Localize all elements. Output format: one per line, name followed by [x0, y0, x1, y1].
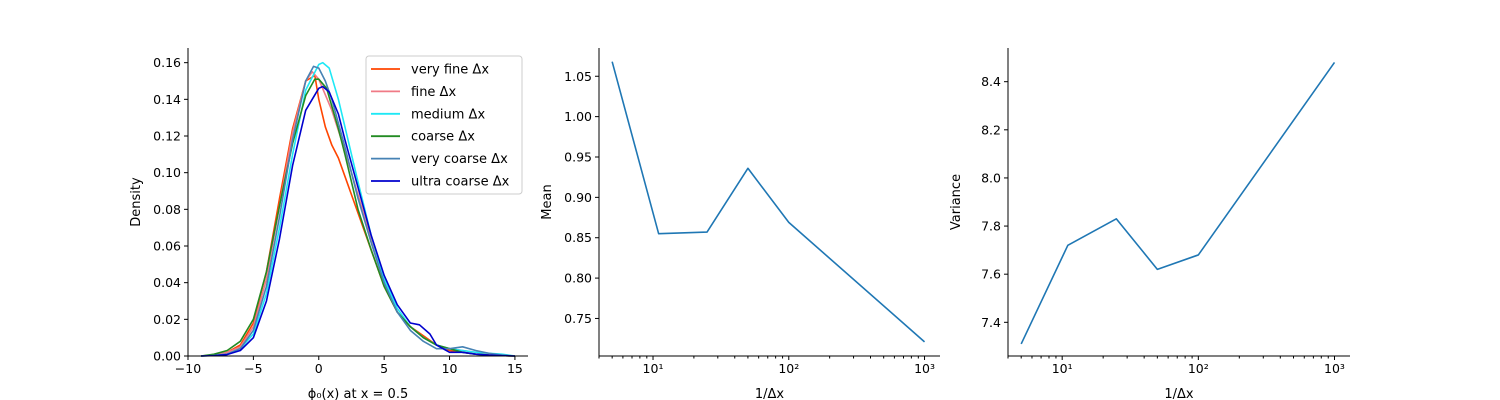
- legend-box: [365, 55, 523, 195]
- y-tick-label: 7.4: [981, 315, 1001, 330]
- density-panel: 0.00 0.02 0.04 0.06 0.08 0.10 0.12 0.14 0.16 −10 −…: [129, 48, 528, 400]
- series-line-0-4: [201, 65, 515, 357]
- legend-entry: very fine Δx: [411, 63, 489, 78]
- y-tick-label: 0.10: [153, 165, 181, 180]
- y-tick-label: 0.85: [564, 230, 592, 245]
- x-tick-label: 10³: [914, 361, 935, 376]
- y-tick-label: 0.90: [564, 190, 592, 205]
- y-tick-label: 0.80: [564, 271, 592, 286]
- y-tick-label: 8.2: [981, 122, 1001, 137]
- x-tick-label: 5: [380, 361, 388, 376]
- y-axis-label: Mean: [540, 184, 555, 219]
- x-tick-label: 10³: [1324, 361, 1345, 376]
- y-tick-label: 8.0: [981, 170, 1001, 185]
- y-tick-label: 0.12: [153, 129, 181, 144]
- legend-entry: ultra coarse Δx: [411, 175, 510, 190]
- y-tick-label: 0.04: [153, 275, 181, 290]
- y-tick-label: 0.08: [153, 202, 181, 217]
- legend-entry: coarse Δx: [411, 130, 475, 145]
- x-tick-label: 10¹: [1052, 361, 1073, 376]
- series-line-1-0: [611, 61, 926, 343]
- y-tick-label: 0.75: [564, 311, 592, 326]
- x-axis-label: 1/Δx: [1164, 387, 1194, 400]
- x-axis-label: ϕ₀(x) at x = 0.5: [308, 387, 408, 400]
- y-tick-label: 0.16: [153, 55, 181, 70]
- series-line-0-3: [200, 78, 515, 357]
- y-tick-label: 0.06: [153, 239, 181, 254]
- x-axis-label: 1/Δx: [755, 387, 785, 400]
- y-tick-label: 0.00: [153, 349, 181, 364]
- x-tick-label: 10: [442, 361, 458, 376]
- x-tick-label: 10²: [1188, 361, 1209, 376]
- y-axis-label: Variance: [949, 174, 964, 230]
- x-tick-label: −10: [175, 361, 201, 376]
- x-tick-label: 10¹: [643, 361, 664, 376]
- x-tick-label: 15: [507, 361, 523, 376]
- legend-entry: fine Δx: [411, 85, 456, 100]
- y-tick-label: 0.95: [564, 149, 592, 164]
- y-tick-label: 1.00: [564, 109, 592, 124]
- series-line-0-5: [201, 85, 515, 357]
- y-tick-label: 7.6: [981, 267, 1001, 282]
- variance-panel: 7.4 7.6 7.8 8.0 8.2 8.4 10¹ 10² 10³ 1/Δx Variance: [949, 48, 1350, 400]
- y-tick-label: 7.8: [981, 219, 1001, 234]
- series-line-2-0: [1020, 61, 1336, 345]
- y-axis-label: Density: [129, 177, 144, 227]
- y-tick-label: 1.05: [564, 69, 592, 84]
- y-tick-label: 0.14: [153, 92, 181, 107]
- legend-entry: very coarse Δx: [411, 152, 508, 167]
- legend-entry: medium Δx: [411, 107, 485, 122]
- y-tick-label: 0.02: [153, 312, 181, 327]
- x-tick-label: 10²: [778, 361, 799, 376]
- mean-panel: 0.75 0.80 0.85 0.90 0.95 1.00 1.05 10¹ 10² 10³ 1/Δ…: [540, 48, 940, 400]
- x-tick-label: 0: [315, 361, 323, 376]
- series-line-0-2: [201, 61, 516, 357]
- x-tick-label: −5: [244, 361, 262, 376]
- y-tick-label: 8.4: [981, 74, 1001, 89]
